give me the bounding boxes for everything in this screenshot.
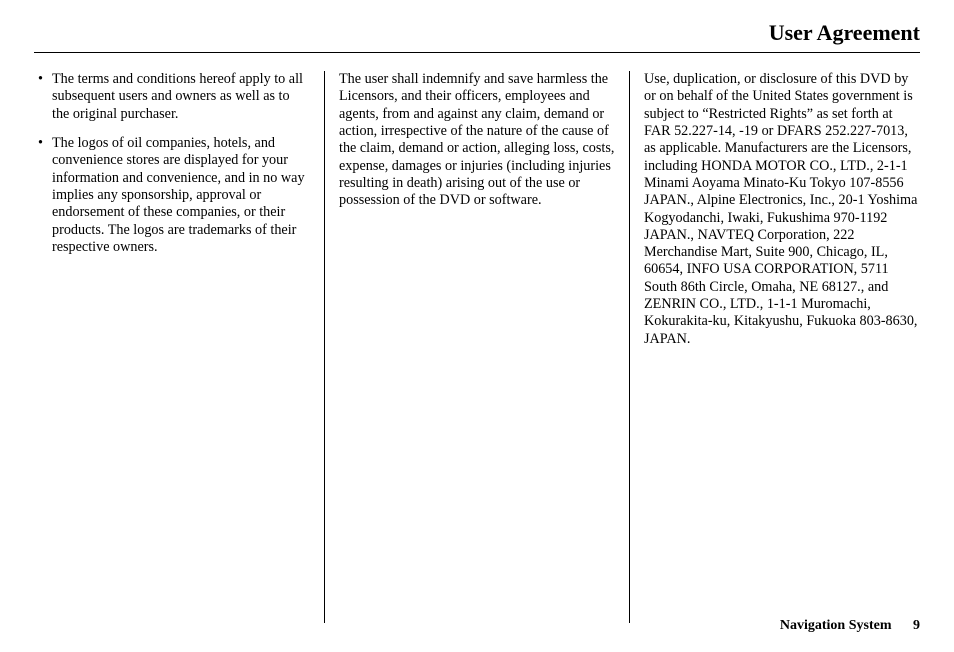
list-item-text: The terms and conditions hereof apply to… <box>52 71 303 122</box>
bullet-list: • The terms and conditions hereof apply … <box>34 71 310 256</box>
column-3: Use, duplication, or disclosure of this … <box>630 71 920 623</box>
page-number: 9 <box>913 618 920 633</box>
page-title: User Agreement <box>34 20 920 53</box>
document-page: User Agreement • The terms and condition… <box>0 0 954 652</box>
column-container: • The terms and conditions hereof apply … <box>34 71 920 623</box>
paragraph: Use, duplication, or disclosure of this … <box>644 71 920 348</box>
list-item: • The terms and conditions hereof apply … <box>34 71 310 123</box>
footer-label: Navigation System <box>780 618 892 633</box>
page-footer: Navigation System 9 <box>780 618 920 634</box>
bullet-icon: • <box>38 71 43 88</box>
list-item: • The logos of oil companies, hotels, an… <box>34 135 310 256</box>
column-1: • The terms and conditions hereof apply … <box>34 71 324 623</box>
bullet-icon: • <box>38 135 43 152</box>
list-item-text: The logos of oil companies, hotels, and … <box>52 135 305 255</box>
paragraph: The user shall indemnify and save harmle… <box>339 71 615 210</box>
column-2: The user shall indemnify and save harmle… <box>324 71 630 623</box>
